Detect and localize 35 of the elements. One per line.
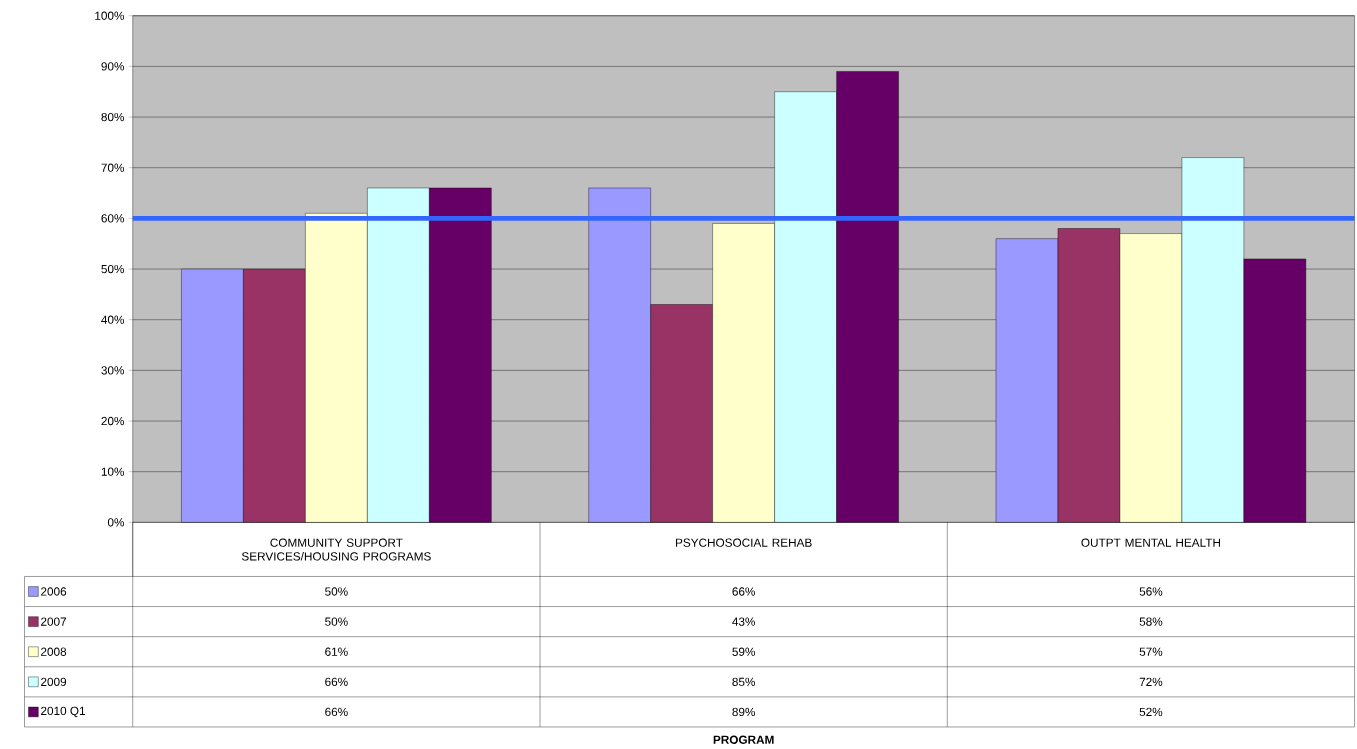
legend-label: 2009	[41, 677, 67, 687]
data-label: 59%	[732, 647, 755, 657]
data-label: 72%	[1139, 677, 1163, 687]
data-label: 58%	[1139, 617, 1163, 626]
data-label: 57%	[1139, 647, 1163, 657]
data-label: 50%	[325, 617, 348, 626]
x-tick-label: PSYCHOSOCIAL REHAB	[675, 538, 812, 548]
y-tick-label: 30%	[101, 366, 125, 375]
y-tick-label: 70%	[101, 163, 125, 173]
legend-label: 2007	[41, 617, 67, 626]
y-tick-label: 80%	[101, 113, 125, 122]
data-label: 66%	[732, 587, 755, 596]
y-tick-label: 60%	[101, 214, 125, 223]
y-tick-label: 40%	[101, 315, 125, 325]
data-label: 85%	[732, 677, 755, 687]
data-label: 50%	[325, 587, 348, 596]
data-label: 89%	[732, 707, 755, 717]
y-tick-label: 10%	[101, 467, 125, 477]
text: PROGRAM	[713, 735, 774, 745]
data-label: 52%	[1139, 707, 1163, 717]
legend-label: 2006	[41, 587, 67, 596]
y-tick-label: 20%	[101, 417, 125, 426]
y-tick-label: 100%	[95, 11, 125, 21]
y-tick-label: 50%	[101, 265, 125, 274]
legend-label: 2008	[41, 647, 67, 657]
legend-label: 2010 Q1	[41, 706, 85, 718]
data-label: 43%	[732, 617, 755, 626]
data-label: 66%	[325, 707, 348, 717]
y-tick-label: 90%	[101, 62, 125, 71]
x-tick-label: OUTPT MENTAL HEALTH	[1081, 538, 1220, 548]
data-label: 56%	[1139, 587, 1163, 596]
x-tick-label: COMMUNITY SUPPORT SERVICES/HOUSING PROGRAMS	[241, 538, 431, 561]
data-label: 66%	[325, 677, 348, 687]
data-label: 61%	[325, 647, 348, 657]
y-tick-label: 0%	[107, 518, 125, 527]
